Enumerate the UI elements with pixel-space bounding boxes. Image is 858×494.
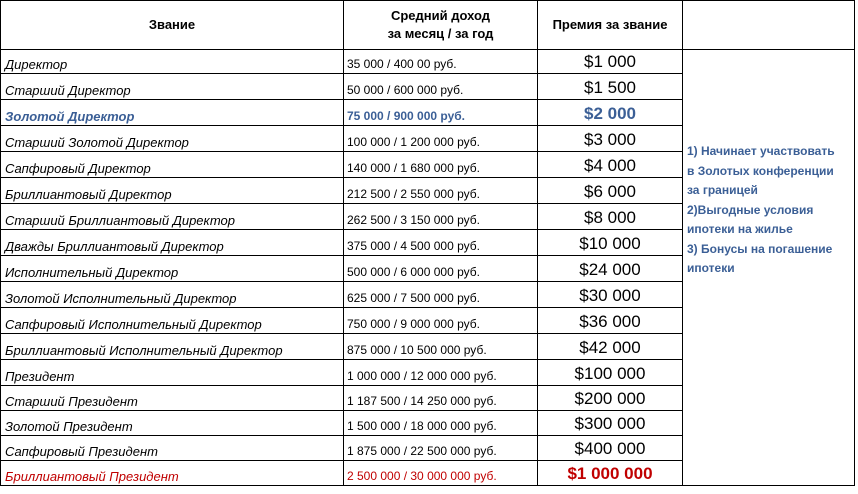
benefit-line: 3) Бонусы на погашение [687, 241, 833, 256]
rank-cell: Золотой Директор [0, 99, 344, 126]
benefits-notes: 1) Начинает участвовать в Золотых конфере… [682, 49, 855, 486]
header-bonus: Премия за звание [537, 0, 683, 50]
benefit-line: 1) Начинает участвовать [687, 144, 835, 158]
rank-cell: Дважды Бриллиантовый Директор [0, 229, 344, 256]
rank-cell: Старший Президент [0, 385, 344, 411]
rank-cell: Золотой Исполнительный Директор [0, 281, 344, 308]
income-cell: 50 000 / 600 000 руб. [343, 73, 538, 100]
rank-cell: Бриллиантовый Президент [0, 460, 344, 486]
income-cell: 75 000 / 900 000 руб. [343, 99, 538, 126]
table-row: Дважды Бриллиантовый Директор 375 000 / 4… [0, 229, 855, 256]
bonus-cell: $300 000 [537, 410, 683, 436]
bonus-cell: $1 000 000 [537, 460, 683, 486]
table-row: Директор 35 000 / 400 00 руб. $1 000 1) Нач… [0, 49, 855, 486]
bonus-cell: $42 000 [537, 333, 683, 360]
rank-cell: Президент [0, 359, 344, 386]
header-income-line1: Средний доход [390, 8, 491, 23]
income-cell: 875 000 / 10 500 000 руб. [343, 333, 538, 360]
table-row: Сапфировый Исполнительный Директор 750 00… [0, 307, 855, 334]
header-income: Средний доход за месяц / за год [343, 0, 538, 50]
income-cell: 750 000 / 9 000 000 руб. [343, 307, 538, 334]
table-row: Бриллиантовый Исполнительный Директор 875… [0, 333, 855, 360]
rank-cell: Старший Золотой Директор [0, 125, 344, 152]
rank-cell: Бриллиантовый Исполнительный Директор [0, 333, 344, 360]
bonus-cell: $3 000 [537, 125, 683, 152]
income-cell: 140 000 / 1 680 000 руб. [343, 151, 538, 178]
table-row: Сапфировый Президент 1 875 000 / 22 500 0… [0, 435, 855, 461]
rank-cell: Старший Бриллиантовый Директор [0, 203, 344, 230]
bonus-cell: $8 000 [537, 203, 683, 230]
table-row: Исполнительный Директор 500 000 / 6 000 0… [0, 255, 855, 282]
income-cell: 625 000 / 7 500 000 руб. [343, 281, 538, 308]
header-row: Звание Средний доход за месяц / за год П… [0, 0, 855, 50]
table-row: Золотой Президент 1 500 000 / 18 000 000 … [0, 410, 855, 436]
income-cell: 500 000 / 6 000 000 руб. [343, 255, 538, 282]
benefit-line: за границей [687, 183, 758, 197]
bonus-cell: $400 000 [537, 435, 683, 461]
header-rank: Звание [0, 0, 344, 50]
income-cell: 262 500 / 3 150 000 руб. [343, 203, 538, 230]
benefit-line: 2)Выгодные условия [687, 202, 814, 217]
bonus-cell: $30 000 [537, 281, 683, 308]
bonus-cell: $4 000 [537, 151, 683, 178]
income-cell: 1 000 000 / 12 000 000 руб. [343, 359, 538, 386]
rank-cell: Старший Директор [0, 73, 344, 100]
benefit-line: ипотеки [687, 261, 735, 275]
table-row: Бриллиантовый Президент 2 500 000 / 30 00… [0, 460, 855, 486]
rank-cell: Директор [0, 49, 344, 74]
table-row: Старший Бриллиантовый Директор 262 500 / … [0, 203, 855, 230]
bonus-cell: $2 000 [537, 99, 683, 126]
rank-cell: Исполнительный Директор [0, 255, 344, 282]
income-cell: 35 000 / 400 00 руб. [343, 49, 538, 74]
table-row: Старший Золотой Директор 100 000 / 1 200 … [0, 125, 855, 152]
income-cell: 1 500 000 / 18 000 000 руб. [343, 410, 538, 436]
bonus-cell: $100 000 [537, 359, 683, 386]
header-income-line2: за месяц / за год [387, 26, 494, 41]
bonus-cell: $6 000 [537, 177, 683, 204]
bonus-cell: $10 000 [537, 229, 683, 256]
table-row: Бриллиантовый Директор 212 500 / 2 550 00… [0, 177, 855, 204]
table-row: Золотой Директор 75 000 / 900 000 руб. $2 … [0, 99, 855, 126]
rank-cell: Сапфировый Директор [0, 151, 344, 178]
benefits-notes-text: 1) Начинает участвовать в Золотых конфере… [684, 51, 854, 279]
bonus-cell: $24 000 [537, 255, 683, 282]
bonus-cell: $1 500 [537, 73, 683, 100]
bonus-cell: $200 000 [537, 385, 683, 411]
benefit-line: в Золотых конференции [687, 163, 834, 178]
bonus-cell: $36 000 [537, 307, 683, 334]
rank-cell: Сапфировый Исполнительный Директор [0, 307, 344, 334]
table-body: Директор 35 000 / 400 00 руб. $1 000 1) Нач… [0, 49, 855, 486]
bonus-cell: $1 000 [537, 49, 683, 74]
table-row: Старший Директор 50 000 / 600 000 руб. $1 … [0, 73, 855, 100]
rank-cell: Сапфировый Президент [0, 435, 344, 461]
rank-cell: Золотой Президент [0, 410, 344, 436]
income-cell: 212 500 / 2 550 000 руб. [343, 177, 538, 204]
rank-cell: Бриллиантовый Директор [0, 177, 344, 204]
income-cell: 100 000 / 1 200 000 руб. [343, 125, 538, 152]
benefit-line: ипотеки на жилье [687, 222, 793, 236]
income-cell: 2 500 000 / 30 000 000 руб. [343, 460, 538, 486]
income-cell: 1 875 000 / 22 500 000 руб. [343, 435, 538, 461]
table-row: Сапфировый Директор 140 000 / 1 680 000 р… [0, 151, 855, 178]
header-empty [682, 0, 855, 50]
income-cell: 375 000 / 4 500 000 руб. [343, 229, 538, 256]
table-row: Золотой Исполнительный Директор 625 000 /… [0, 281, 855, 308]
income-cell: 1 187 500 / 14 250 000 руб. [343, 385, 538, 411]
